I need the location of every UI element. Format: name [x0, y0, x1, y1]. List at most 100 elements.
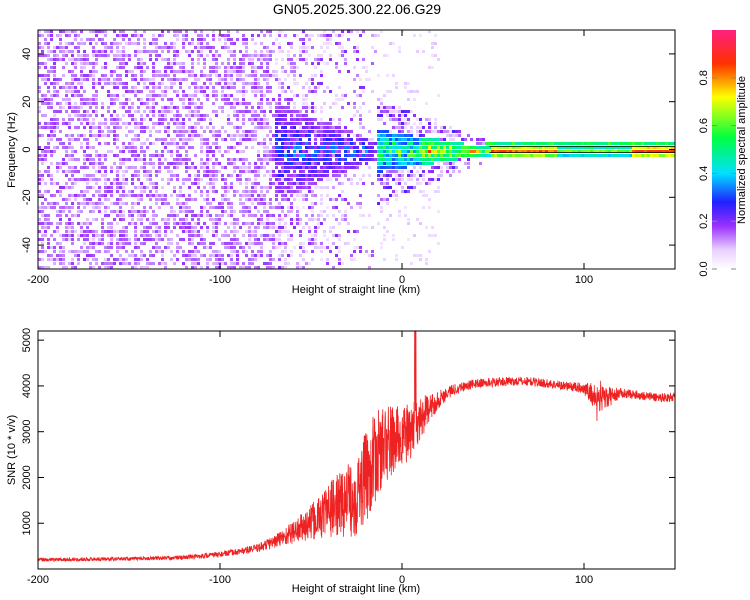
heatmap-cell	[173, 138, 176, 141]
heatmap-cell	[287, 50, 290, 53]
heatmap-cell	[371, 62, 374, 65]
heatmap-cell	[296, 114, 299, 117]
heatmap-cell	[140, 182, 143, 185]
heatmap-cell	[416, 126, 419, 129]
heatmap-cell	[134, 146, 137, 149]
heatmap-cell	[53, 54, 56, 57]
heatmap-cell	[209, 50, 212, 53]
heatmap-cell	[281, 178, 284, 181]
heatmap-cell	[404, 118, 407, 121]
heatmap-cell	[71, 94, 74, 97]
heatmap-cell	[182, 222, 185, 225]
heatmap-cell	[83, 74, 86, 77]
heatmap-cell	[182, 250, 185, 253]
heatmap-cell	[206, 74, 209, 77]
heatmap-cell	[137, 214, 140, 217]
heatmap-cell	[287, 122, 290, 125]
heatmap-cell	[77, 170, 80, 173]
heatmap-cell	[413, 142, 416, 145]
heatmap-cell	[266, 234, 269, 237]
heatmap-cell	[671, 146, 674, 149]
heatmap-cell	[161, 58, 164, 61]
heatmap-cell	[251, 234, 254, 237]
heatmap-cell	[203, 46, 206, 49]
heatmap-cell	[155, 102, 158, 105]
heatmap-cell	[482, 150, 485, 153]
heatmap-cell	[164, 90, 167, 93]
heatmap-cell	[380, 150, 383, 153]
heatmap-cell	[191, 134, 194, 137]
heatmap-cell	[200, 70, 203, 73]
heatmap-cell	[53, 70, 56, 73]
heatmap-cell	[314, 170, 317, 173]
heatmap-cell	[626, 146, 629, 149]
heatmap-cell	[263, 154, 266, 157]
heatmap-cell	[149, 238, 152, 241]
heatmap-cell	[116, 186, 119, 189]
heatmap-cell	[269, 86, 272, 89]
heatmap-cell	[41, 222, 44, 225]
heatmap-cell	[227, 214, 230, 217]
heatmap-cell	[272, 170, 275, 173]
heatmap-cell	[314, 186, 317, 189]
heatmap-cell	[188, 50, 191, 53]
heatmap-cell	[137, 38, 140, 41]
heatmap-cell	[251, 66, 254, 69]
heatmap-cell	[221, 234, 224, 237]
heatmap-cell	[350, 182, 353, 185]
heatmap-cell	[155, 226, 158, 229]
heatmap-cell	[413, 150, 416, 153]
heatmap-cell	[122, 226, 125, 229]
heatmap-cell	[536, 142, 539, 145]
heatmap-cell	[152, 182, 155, 185]
heatmap-cell	[92, 50, 95, 53]
heatmap-cell	[101, 86, 104, 89]
heatmap-cell	[245, 210, 248, 213]
heatmap-cell	[356, 50, 359, 53]
heatmap-cell	[533, 142, 536, 145]
heatmap-cell	[74, 182, 77, 185]
heatmap-cell	[101, 242, 104, 245]
heatmap-cell	[185, 142, 188, 145]
heatmap-cell	[446, 166, 449, 169]
heatmap-cell	[395, 134, 398, 137]
heatmap-cell	[611, 150, 614, 153]
heatmap-cell	[323, 146, 326, 149]
heatmap-cell	[77, 34, 80, 37]
heatmap-cell	[53, 114, 56, 117]
heatmap-cell	[110, 50, 113, 53]
heatmap-cell	[581, 154, 584, 157]
heatmap-cell	[302, 246, 305, 249]
heatmap-cell	[86, 158, 89, 161]
heatmap-cell	[314, 58, 317, 61]
heatmap-cell	[380, 242, 383, 245]
heatmap-cell	[203, 174, 206, 177]
heatmap-cell	[68, 58, 71, 61]
heatmap-cell	[41, 78, 44, 81]
heatmap-cell	[47, 202, 50, 205]
heatmap-cell	[290, 46, 293, 49]
heatmap-cell	[266, 254, 269, 257]
heatmap-x-label: Height of straight line (km)	[292, 284, 420, 296]
heatmap-cell	[299, 74, 302, 77]
heatmap-cell	[320, 126, 323, 129]
heatmap-cell	[311, 242, 314, 245]
heatmap-cell	[278, 266, 281, 269]
heatmap-cell	[164, 194, 167, 197]
heatmap-cell	[245, 138, 248, 141]
heatmap-cell	[170, 150, 173, 153]
heatmap-cell	[218, 150, 221, 153]
heatmap-cell	[281, 154, 284, 157]
heatmap-cell	[269, 222, 272, 225]
heatmap-cell	[203, 118, 206, 121]
heatmap-cell	[338, 54, 341, 57]
heatmap-cell	[329, 146, 332, 149]
heatmap-cell	[326, 238, 329, 241]
heatmap-cell	[101, 74, 104, 77]
heatmap-cell	[320, 82, 323, 85]
heatmap-cell	[257, 266, 260, 269]
heatmap-cell	[128, 110, 131, 113]
heatmap-cell	[149, 130, 152, 133]
heatmap-cell	[71, 86, 74, 89]
heatmap-cell	[194, 134, 197, 137]
